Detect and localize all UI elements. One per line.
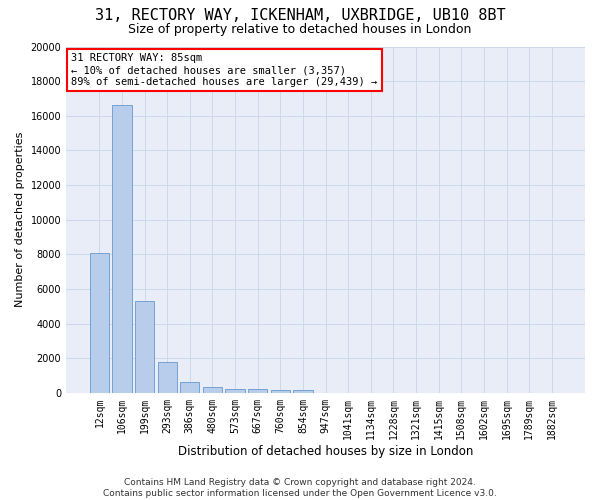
Text: 31, RECTORY WAY, ICKENHAM, UXBRIDGE, UB10 8BT: 31, RECTORY WAY, ICKENHAM, UXBRIDGE, UB1… — [95, 8, 505, 22]
Bar — [203, 387, 222, 393]
Text: Contains HM Land Registry data © Crown copyright and database right 2024.
Contai: Contains HM Land Registry data © Crown c… — [103, 478, 497, 498]
Bar — [135, 301, 154, 393]
Bar — [271, 390, 290, 393]
Bar — [112, 106, 131, 393]
Text: Size of property relative to detached houses in London: Size of property relative to detached ho… — [128, 22, 472, 36]
Y-axis label: Number of detached properties: Number of detached properties — [15, 132, 25, 308]
X-axis label: Distribution of detached houses by size in London: Distribution of detached houses by size … — [178, 444, 473, 458]
Bar — [293, 390, 313, 393]
Bar — [158, 362, 177, 393]
Text: 31 RECTORY WAY: 85sqm
← 10% of detached houses are smaller (3,357)
89% of semi-d: 31 RECTORY WAY: 85sqm ← 10% of detached … — [71, 54, 377, 86]
Bar — [248, 390, 268, 393]
Bar — [226, 388, 245, 393]
Bar — [90, 252, 109, 393]
Bar — [180, 382, 199, 393]
